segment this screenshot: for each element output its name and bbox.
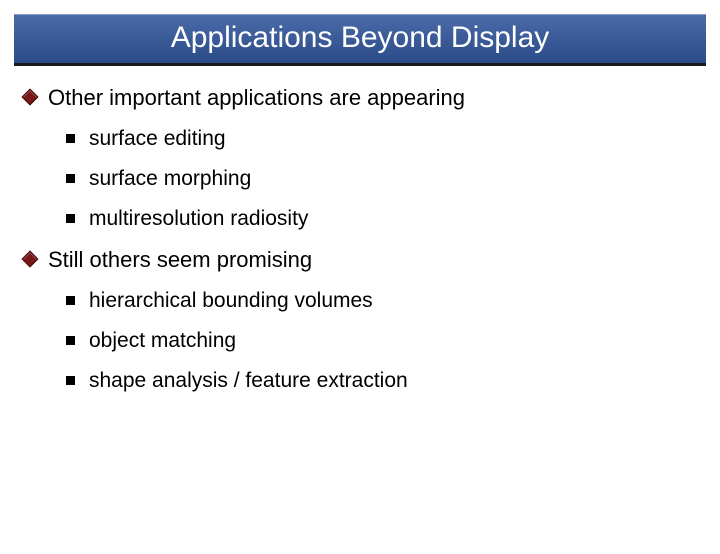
sub-bullet-text: hierarchical bounding volumes — [89, 288, 373, 314]
square-bullet-icon — [66, 336, 75, 345]
sub-bullet-text: surface editing — [89, 126, 226, 152]
square-bullet-icon — [66, 296, 75, 305]
sub-bullet-item: object matching — [66, 328, 700, 354]
sub-bullet-text: shape analysis / feature extraction — [89, 368, 408, 394]
sub-bullet-item: shape analysis / feature extraction — [66, 368, 700, 394]
sub-bullet-item: surface morphing — [66, 166, 700, 192]
sub-bullet-text: surface morphing — [89, 166, 251, 192]
sub-bullet-text: multiresolution radiosity — [89, 206, 308, 232]
sub-bullet-text: object matching — [89, 328, 236, 354]
bullet-item: Other important applications are appeari… — [24, 84, 700, 112]
square-bullet-icon — [66, 376, 75, 385]
sub-bullet-item: hierarchical bounding volumes — [66, 288, 700, 314]
square-bullet-icon — [66, 174, 75, 183]
slide-title: Applications Beyond Display — [14, 21, 706, 55]
sub-bullet-item: multiresolution radiosity — [66, 206, 700, 232]
sub-bullet-item: surface editing — [66, 126, 700, 152]
diamond-bullet-icon — [24, 253, 36, 265]
square-bullet-icon — [66, 134, 75, 143]
bullet-text: Still others seem promising — [48, 246, 312, 274]
diamond-bullet-icon — [24, 91, 36, 103]
bullet-text: Other important applications are appeari… — [48, 84, 465, 112]
title-bar: Applications Beyond Display — [14, 14, 706, 66]
bullet-item: Still others seem promising — [24, 246, 700, 274]
square-bullet-icon — [66, 214, 75, 223]
content-area: Other important applications are appeari… — [0, 66, 720, 395]
